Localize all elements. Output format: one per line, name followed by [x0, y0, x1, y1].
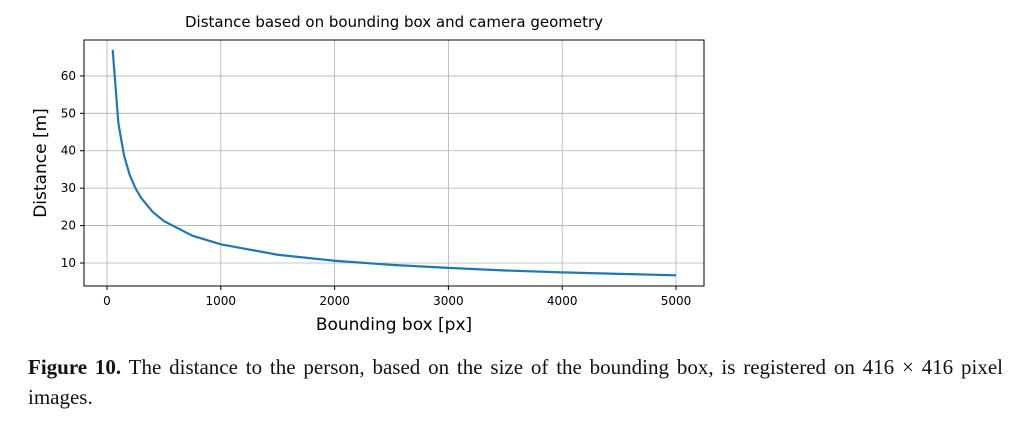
x-tick-label: 1000 — [206, 294, 237, 308]
x-tick-label: 0 — [103, 294, 111, 308]
y-tick-label: 30 — [61, 181, 76, 195]
y-tick-label: 10 — [61, 256, 76, 270]
chart-title: Distance based on bounding box and camer… — [185, 13, 603, 31]
y-axis-label: Distance [m] — [31, 108, 51, 218]
x-tick-label: 3000 — [433, 294, 464, 308]
y-tick-label: 60 — [61, 69, 76, 83]
caption: Figure 10. The distance to the person, b… — [28, 352, 1003, 412]
x-tick-label: 4000 — [547, 294, 578, 308]
y-tick-label: 40 — [61, 144, 76, 158]
caption-label: Figure 10. — [28, 355, 122, 379]
data-line — [111, 49, 677, 277]
axes-frame — [83, 39, 705, 287]
y-tick-label: 20 — [61, 219, 76, 233]
x-tick-label: 2000 — [319, 294, 350, 308]
x-axis-label: Bounding box [px] — [316, 315, 472, 335]
caption-text: The distance to the person, based on the… — [28, 355, 1003, 409]
y-tick-label: 50 — [61, 106, 76, 120]
x-tick-label: 5000 — [661, 294, 692, 308]
chart: Distance based on bounding box and camer… — [31, 13, 705, 335]
plot-area: 0 1000 2000 3000 4000 5000 10 20 30 40 50 60 — [61, 39, 705, 308]
